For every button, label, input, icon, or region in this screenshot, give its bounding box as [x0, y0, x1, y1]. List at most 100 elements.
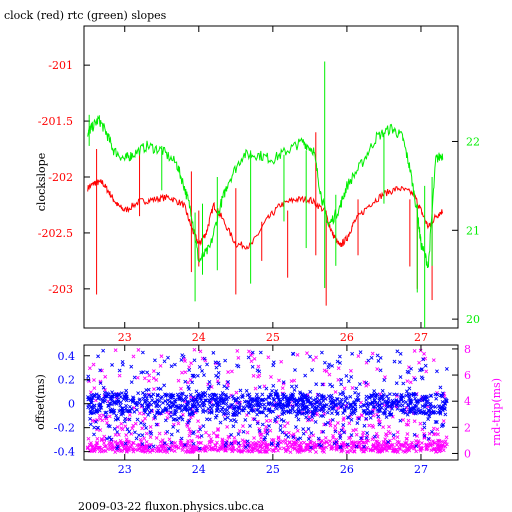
- round-trip-point: [406, 418, 411, 423]
- round-trip-point: [281, 446, 286, 451]
- offset-point: [244, 403, 249, 408]
- round-trip-point: [142, 376, 147, 381]
- offset-point: [191, 395, 196, 400]
- offset-point: [276, 403, 281, 408]
- round-trip-point: [361, 449, 365, 454]
- offset-point: [314, 400, 319, 404]
- round-trip-point: [197, 435, 202, 440]
- offset-point: [109, 437, 114, 442]
- round-trip-point: [404, 422, 409, 427]
- offset-point: [171, 424, 176, 429]
- offset-point: [293, 368, 297, 372]
- round-trip-point: [418, 447, 423, 451]
- offset-point: [354, 386, 359, 391]
- offset-point: [257, 385, 262, 389]
- offset-point: [140, 350, 145, 355]
- offset-point: [345, 415, 350, 420]
- offset-point: [200, 403, 205, 408]
- offset-point: [197, 446, 202, 451]
- round-trip-point: [443, 444, 448, 449]
- offset-point: [94, 409, 99, 414]
- offset-point: [124, 388, 129, 393]
- offset-point: [271, 383, 276, 388]
- offset-point: [390, 406, 394, 411]
- offset-point: [157, 411, 162, 416]
- offset-point: [104, 410, 109, 415]
- round-trip-point: [383, 437, 388, 442]
- offset-point: [409, 366, 413, 371]
- round-trip-point: [180, 370, 184, 375]
- round-trip-point: [283, 438, 288, 442]
- offset-point: [335, 412, 340, 416]
- round-trip-point: [86, 436, 91, 441]
- offset-point: [415, 399, 420, 404]
- offset-point: [338, 392, 343, 396]
- offset-point: [335, 397, 340, 402]
- offset-point: [220, 405, 225, 410]
- round-trip-point: [439, 445, 444, 449]
- offset-point: [308, 354, 312, 359]
- round-trip-point: [415, 434, 420, 438]
- offset-point: [156, 408, 161, 413]
- offset-point: [143, 399, 148, 404]
- offset-point: [440, 408, 445, 413]
- offset-point: [407, 386, 412, 391]
- offset-point: [133, 430, 137, 435]
- round-trip-point: [207, 447, 212, 452]
- round-trip-point: [87, 366, 92, 371]
- offset-point: [280, 412, 284, 417]
- round-trip-point: [116, 432, 121, 437]
- round-trip-point: [269, 375, 273, 379]
- offset-point: [252, 417, 257, 422]
- clock-slope-line: [87, 178, 444, 250]
- offset-point: [117, 368, 122, 373]
- offset-point: [372, 392, 377, 396]
- offset-point: [365, 431, 370, 435]
- offset-point: [94, 419, 98, 424]
- round-trip-point: [262, 449, 267, 454]
- round-trip-point: [95, 436, 100, 441]
- offset-point: [423, 394, 427, 399]
- round-trip-point: [130, 426, 135, 431]
- offset-point: [241, 405, 246, 410]
- offset-point: [129, 364, 134, 369]
- offset-point: [340, 390, 345, 395]
- offset-point: [214, 413, 219, 418]
- round-trip-point: [229, 447, 234, 451]
- offset-point: [281, 380, 286, 385]
- offset-point: [426, 408, 431, 412]
- offset-point: [190, 373, 195, 378]
- offset-point: [313, 407, 318, 411]
- offset-point: [345, 442, 350, 447]
- offset-point: [434, 420, 439, 424]
- round-trip-point: [160, 447, 165, 451]
- round-trip-point: [113, 348, 118, 353]
- offset-point: [308, 396, 313, 400]
- round-trip-point: [271, 438, 276, 442]
- round-trip-point: [137, 411, 142, 416]
- round-trip-point: [157, 431, 162, 436]
- offset-point: [401, 381, 406, 386]
- offset-point: [316, 392, 321, 397]
- offset-point: [332, 403, 337, 408]
- offset-point: [330, 411, 334, 416]
- offset-point: [169, 410, 173, 415]
- offset-point: [218, 409, 223, 414]
- round-trip-point: [359, 413, 364, 418]
- offset-point: [315, 395, 320, 400]
- offset-point: [140, 391, 145, 395]
- round-trip-point: [279, 440, 284, 445]
- offset-point: [237, 403, 242, 408]
- offset-point: [101, 385, 106, 390]
- round-trip-point: [263, 441, 268, 445]
- round-trip-point: [395, 430, 400, 435]
- offset-point: [425, 396, 430, 400]
- offset-point: [114, 413, 119, 418]
- offset-point: [342, 408, 347, 413]
- offset-point: [339, 397, 344, 402]
- offset-point: [223, 444, 228, 448]
- offset-point: [405, 389, 409, 394]
- offset-point: [183, 379, 188, 384]
- bottom-panel: 23 24 25 26 27 0.4 0.2 0 -0.2 -0.4 8 6 4 2 0: [54, 343, 471, 476]
- round-trip-point: [308, 441, 313, 445]
